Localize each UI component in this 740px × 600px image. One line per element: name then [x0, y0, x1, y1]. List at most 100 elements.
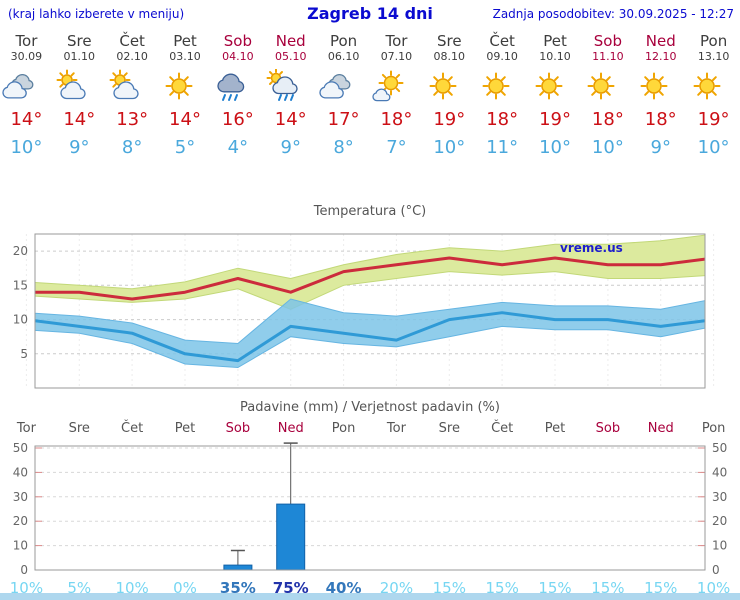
- day-date: 02.10: [116, 50, 148, 63]
- location-note: (kraj lahko izberete v meniju): [8, 7, 185, 21]
- precip-axis-ticks: [35, 447, 705, 547]
- partly-cloudy-icon: [106, 69, 159, 107]
- day-name: Sob: [223, 32, 252, 50]
- footer-strip: [0, 593, 740, 600]
- temp-y-axis-labels: 5 10 15 20: [13, 244, 28, 361]
- temp-high: 19°: [539, 109, 571, 130]
- temp-high: 14°: [169, 109, 201, 130]
- temp-chart-title: Temperatura (°C): [313, 204, 427, 219]
- day-date: 30.09: [10, 50, 43, 63]
- day-column: Pet 03.10 14° 5°: [159, 30, 212, 168]
- precip-probability: 10%: [9, 579, 44, 597]
- day-column: Pon 06.10 17° 8°: [317, 30, 370, 168]
- svg-text:0: 0: [20, 563, 28, 577]
- precip-probability: 10%: [115, 579, 149, 597]
- day-column: Čet 09.10 18° 11°: [476, 30, 529, 168]
- temp-high: 18°: [591, 109, 624, 130]
- sunny-icon: [687, 69, 740, 107]
- temp-high: 18°: [380, 109, 413, 130]
- svg-text:40: 40: [712, 465, 727, 479]
- svg-text:0: 0: [712, 563, 720, 577]
- temp-low: 10°: [433, 137, 466, 158]
- partly-cloudy-icon: [53, 69, 106, 107]
- precip-gridlines: [35, 447, 705, 547]
- day-name: Čet: [489, 32, 515, 50]
- temp-plot-border: [34, 233, 706, 389]
- temp-low: 10°: [697, 137, 730, 158]
- day-date: 03.10: [169, 50, 201, 63]
- day-column: Pon 13.10 19° 10°: [687, 30, 740, 168]
- temp-low: 4°: [227, 137, 249, 158]
- day-date: 13.10: [697, 50, 730, 63]
- sunny-icon: [159, 69, 212, 107]
- svg-text:20: 20: [13, 244, 28, 258]
- temp-low: 10°: [591, 137, 624, 158]
- day-column: Ned 05.10 14° 9°: [264, 30, 317, 168]
- precip-day-label: Pon: [701, 420, 726, 436]
- day-name: Pet: [543, 32, 567, 50]
- day-column: Sob 04.10 16° 4°: [211, 30, 264, 168]
- temp-high: 18°: [644, 109, 677, 130]
- watermark: vreme.us: [560, 241, 623, 255]
- temp-high: 19°: [433, 109, 466, 130]
- temp-high: 16°: [221, 109, 254, 130]
- temp-low: 8°: [121, 137, 143, 158]
- precip-day-label: Sob: [595, 420, 621, 436]
- precip-probability: 5%: [67, 579, 92, 597]
- svg-text:50: 50: [13, 441, 28, 455]
- svg-text:5: 5: [20, 347, 28, 361]
- precip-day-label: Sob: [225, 420, 251, 436]
- svg-text:20: 20: [13, 514, 28, 528]
- cloudy-icon: [317, 69, 370, 107]
- day-column: Sre 08.10 19° 10°: [423, 30, 476, 168]
- day-name: Pon: [329, 32, 358, 50]
- precip-probability: 15%: [644, 579, 678, 597]
- day-name: Pet: [173, 32, 197, 50]
- precip-day-label: Pet: [544, 420, 566, 436]
- day-name: Ned: [645, 32, 676, 50]
- day-name: Tor: [15, 32, 38, 50]
- sun-rain-icon: [264, 69, 317, 107]
- day-name: Sob: [593, 32, 622, 50]
- temp-high: 14°: [274, 109, 307, 130]
- day-date: 10.10: [539, 50, 571, 63]
- last-updated: Zadnja posodobitev: 30.09.2025 - 12:27: [492, 7, 734, 21]
- temp-low: 8°: [333, 137, 354, 158]
- precip-day-label: Čet: [491, 420, 514, 436]
- sunny-icon: [529, 69, 582, 107]
- svg-text:10: 10: [712, 539, 727, 553]
- svg-text:40: 40: [13, 465, 28, 479]
- temp-low: 9°: [69, 137, 90, 158]
- precip-day-label-row: Tor Sre Čet Pet Sob Ned Pon Tor Sre Čet Pet Sob Ned P…: [0, 418, 740, 438]
- day-column: Pet 10.10 19° 10°: [529, 30, 582, 168]
- temp-high: 14°: [10, 109, 43, 130]
- day-date: 06.10: [327, 50, 360, 63]
- svg-text:30: 30: [13, 490, 28, 504]
- precipitation-chart: 0 10 20 30 40 50 0 10 20 30 40 50: [13, 441, 728, 577]
- day-date: 07.10: [380, 50, 413, 63]
- sunny-icon: [581, 69, 634, 107]
- day-date: 12.10: [644, 50, 677, 63]
- temp-min-line: [35, 311, 705, 363]
- day-date: 09.10: [486, 50, 518, 63]
- day-name: Čet: [119, 32, 145, 50]
- day-name: Pon: [700, 32, 728, 50]
- precip-day-label: Pon: [331, 420, 356, 436]
- sunny-icon: [423, 69, 476, 107]
- temp-high: 17°: [327, 109, 360, 130]
- temp-low: 7°: [386, 137, 407, 158]
- day-name: Sre: [437, 32, 462, 50]
- day-column: Ned 12.10 18° 9°: [634, 30, 687, 168]
- day-date: 04.10: [222, 50, 254, 63]
- precip-day-label: Pet: [174, 420, 196, 436]
- day-column: Čet 02.10 13° 8°: [106, 30, 159, 168]
- svg-text:20: 20: [712, 514, 727, 528]
- precip-probability-row: 10% 5% 10% 0% 35% 75% 40% 20% 15% 15% 15% 15% 15% 10%: [0, 578, 740, 598]
- day-date: 05.10: [274, 50, 307, 63]
- temp-max-band: [35, 234, 705, 310]
- precip-day-label: Čet: [121, 420, 144, 436]
- svg-text:10: 10: [13, 539, 28, 553]
- day-date: 11.10: [592, 50, 624, 63]
- temp-high: 14°: [63, 109, 96, 130]
- temp-low: 9°: [280, 137, 301, 158]
